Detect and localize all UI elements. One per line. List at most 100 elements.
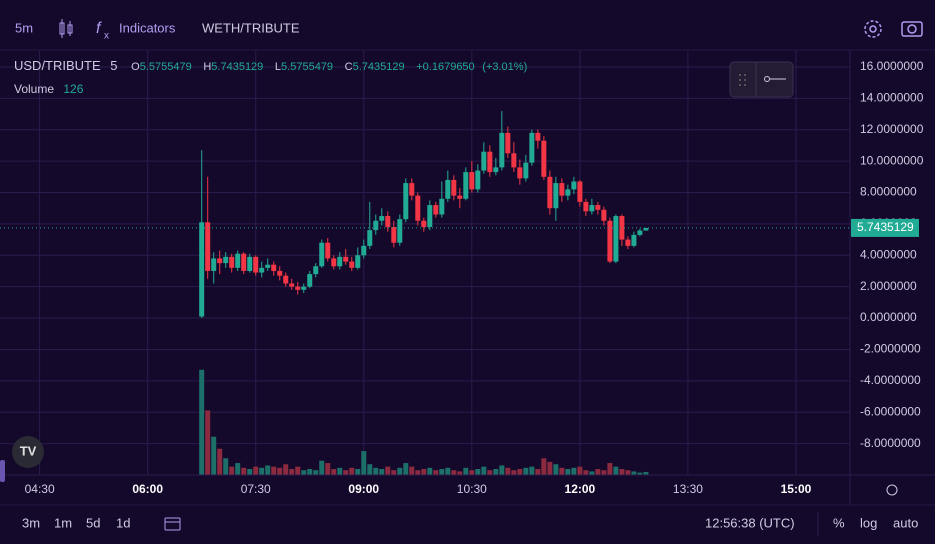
volume-bar [247,469,253,475]
settings-button[interactable] [864,20,882,38]
volume-bar [511,470,517,475]
volume-bar [481,466,487,475]
x-tick-label: 06:00 [132,482,163,496]
candle-body [529,132,535,163]
side-tab[interactable] [0,460,5,482]
volume-bar [211,436,217,475]
scale-option[interactable]: auto [893,515,918,530]
candle-body [595,205,601,210]
legend-high: 5.7435129 [211,61,263,73]
y-tick-label: 4.0000000 [860,247,917,261]
volume-bar [235,463,241,475]
volume-bar [487,470,493,475]
scale-widget[interactable] [729,61,794,98]
tv-logo[interactable] [12,436,44,468]
candle-body [199,222,205,317]
volume-bar [577,466,583,475]
volume-bar [535,469,541,475]
candle-body [265,264,271,268]
candle-body [295,286,301,290]
candle-body [523,162,529,179]
candle-body [283,275,289,284]
candle-body [361,245,367,256]
candle-body [637,230,643,235]
volume-bar [265,465,271,475]
widget-line-icon[interactable] [764,76,787,82]
y-tick-label: -8.0000000 [860,436,921,450]
y-tick-label: 0.0000000 [860,310,917,324]
legend-symbol: USD/TRIBUTE [14,58,101,73]
ohlc-legend: USD/TRIBUTE 5 O5.5755479 H5.7435129 L5.5… [14,58,527,73]
volume-bar [331,469,337,475]
candle-body [559,183,565,196]
legend-h: H [203,61,211,73]
volume-bar [571,467,577,475]
range-button[interactable]: 3m [22,515,40,530]
volume-bar [631,471,637,475]
volume-bar [403,463,409,475]
volume-bar [523,467,529,475]
candle-body [601,209,607,221]
candle-body [307,274,313,287]
volume-bar [397,467,403,475]
scale-option[interactable]: log [860,515,877,530]
candle-body [433,205,439,215]
range-button[interactable]: 1d [116,515,130,530]
candle-body [487,151,493,173]
candle-body [205,222,211,271]
volume-bar [559,467,565,475]
candle-body [379,216,385,221]
volume-value: 126 [63,82,83,96]
volume-bar [277,467,283,475]
candle-body [421,220,427,228]
legend-change-pct: (+3.01%) [482,61,527,73]
candle-body [631,234,637,246]
screenshot-button[interactable] [901,21,923,37]
volume-bar [601,470,607,475]
candle-body [463,172,469,199]
candle-body [301,286,307,290]
volume-bar [301,470,307,475]
candle-body [343,256,349,262]
candle-body [415,195,421,221]
volume-bar [223,458,229,475]
volume-bar [445,467,451,475]
symbol-label[interactable]: WETH/TRIBUTE [202,20,300,35]
candle-body [607,220,613,262]
volume-legend: Volume 126 [14,82,84,96]
volume-bar [283,464,289,475]
volume-bar [205,410,211,475]
candle-body [619,216,625,240]
volume-bar [505,467,511,475]
candle-body [403,183,409,220]
range-button[interactable]: 5d [86,515,100,530]
footer: 3m 1m 5d 1d% log auto [22,515,918,530]
volume-bar [493,469,499,475]
scale-option[interactable]: % [833,515,845,530]
candle-body [451,179,457,196]
legend-c: C [345,61,353,73]
volume-bar [595,469,601,475]
candle-type-button[interactable] [59,19,73,38]
range-button[interactable]: 1m [54,515,72,530]
indicators-button[interactable]: Indicators [119,20,176,35]
y-tick-label: 8.0000000 [860,185,917,199]
candle-body [325,242,331,259]
tv-logo-text: TV [20,443,37,458]
candle-body [229,256,235,268]
volume-bar [241,467,247,475]
volume-bar [457,471,463,475]
candle-body [241,253,247,271]
legend-change: +0.1679650 [416,61,474,73]
y-tick-label: -6.0000000 [860,404,921,418]
axis-settings-button[interactable] [886,484,898,496]
candle-body [625,239,631,246]
date-range-button[interactable] [164,517,181,531]
volume-bar [271,466,277,475]
volume-bar [229,466,235,475]
candle-body [511,153,517,168]
interval-button[interactable]: 5m [15,20,33,35]
volume-bar [439,469,445,475]
candle-body [247,256,253,271]
